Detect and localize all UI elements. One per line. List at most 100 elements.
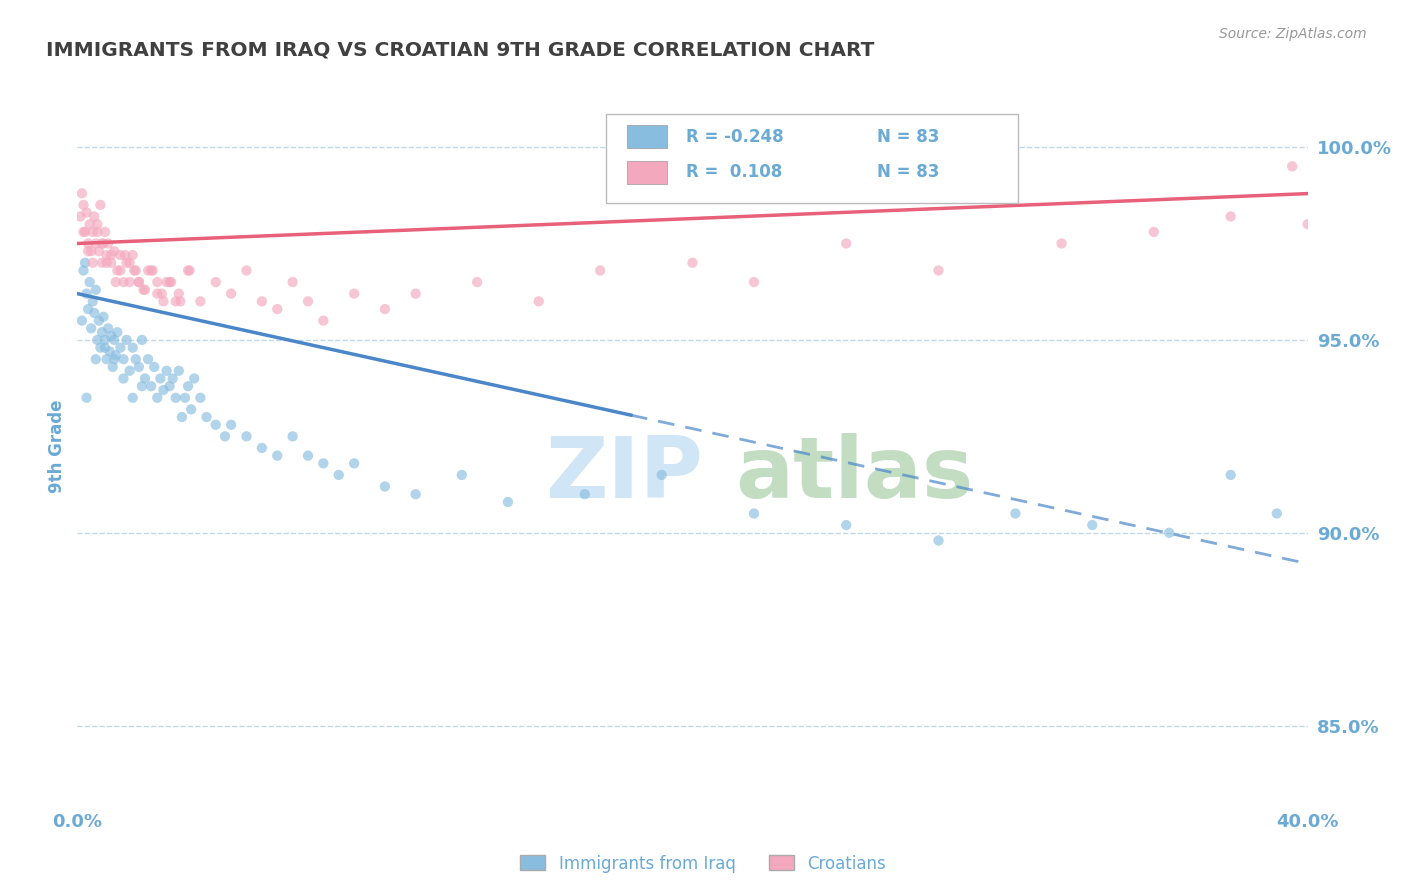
Point [146, 275, 169, 289]
Point [83, 306, 105, 320]
Point [177, 379, 200, 393]
Point [76, 286, 98, 301]
Point [97, 321, 120, 335]
Point [136, 263, 159, 277]
Point [77, 236, 100, 251]
Point [155, 364, 177, 378]
Point [835, 236, 858, 251]
Text: IMMIGRANTS FROM IRAQ VS CROATIAN 9TH GRADE CORRELATION CHART: IMMIGRANTS FROM IRAQ VS CROATIAN 9TH GRA… [46, 40, 875, 59]
Point [80, 321, 103, 335]
Point [1081, 518, 1104, 533]
Point [82, 225, 104, 239]
Point [170, 410, 193, 425]
Point [180, 402, 202, 417]
Point [165, 294, 187, 309]
Point [149, 371, 172, 385]
Point [1219, 467, 1241, 482]
Point [312, 456, 335, 470]
Text: N = 83: N = 83 [877, 128, 939, 145]
Point [281, 275, 304, 289]
FancyBboxPatch shape [606, 114, 1018, 203]
Point [152, 294, 174, 309]
Point [281, 429, 304, 443]
Point [69, 210, 91, 224]
Point [204, 417, 226, 432]
Point [96, 352, 118, 367]
Point [72, 198, 94, 212]
Point [167, 364, 190, 378]
Point [110, 248, 132, 262]
Point [90, 236, 114, 251]
Point [169, 294, 191, 309]
Point [742, 275, 765, 289]
Point [72, 225, 94, 239]
Point [105, 325, 128, 339]
Point [87, 313, 110, 327]
Point [136, 352, 159, 367]
Point [165, 391, 187, 405]
Point [177, 263, 200, 277]
Point [1159, 525, 1181, 540]
Point [118, 364, 141, 378]
Point [97, 236, 120, 251]
Point [82, 294, 104, 309]
Text: ZIP: ZIP [546, 433, 703, 516]
Point [150, 286, 173, 301]
Point [122, 263, 145, 277]
Point [101, 359, 124, 374]
Point [90, 325, 114, 339]
Point [188, 391, 212, 405]
Point [682, 256, 704, 270]
Point [162, 371, 184, 385]
Point [94, 225, 117, 239]
Point [89, 341, 111, 355]
Point [121, 248, 143, 262]
Point [131, 333, 153, 347]
Point [80, 244, 103, 259]
Point [89, 198, 111, 212]
Point [105, 263, 128, 277]
Point [118, 275, 141, 289]
Point [103, 333, 125, 347]
Point [93, 310, 115, 324]
Point [195, 410, 218, 425]
Point [167, 286, 190, 301]
Point [219, 286, 242, 301]
Point [84, 236, 107, 251]
Point [465, 275, 488, 289]
Point [343, 456, 366, 470]
Text: R = -0.248: R = -0.248 [686, 128, 785, 145]
Text: atlas: atlas [735, 433, 974, 516]
Point [219, 417, 242, 432]
Point [100, 248, 122, 262]
Point [94, 341, 117, 355]
Point [82, 256, 104, 270]
Point [146, 286, 169, 301]
Point [266, 449, 288, 463]
Point [115, 256, 138, 270]
Point [374, 479, 396, 493]
Point [651, 467, 673, 482]
Point [73, 256, 96, 270]
Point [112, 352, 135, 367]
Point [96, 248, 118, 262]
Point [589, 263, 612, 277]
Point [94, 333, 117, 347]
Point [121, 391, 143, 405]
Point [93, 236, 115, 251]
Point [100, 329, 122, 343]
Point [76, 391, 98, 405]
Point [114, 248, 136, 262]
Point [83, 210, 105, 224]
Point [527, 294, 550, 309]
Point [134, 371, 156, 385]
Point [84, 352, 107, 367]
Point [214, 429, 236, 443]
Point [1281, 159, 1303, 173]
Point [112, 371, 135, 385]
Point [928, 263, 950, 277]
Point [574, 487, 596, 501]
Point [115, 333, 138, 347]
Text: Source: ZipAtlas.com: Source: ZipAtlas.com [1219, 27, 1367, 41]
Legend: Immigrants from Iraq, Croatians: Immigrants from Iraq, Croatians [513, 848, 893, 880]
